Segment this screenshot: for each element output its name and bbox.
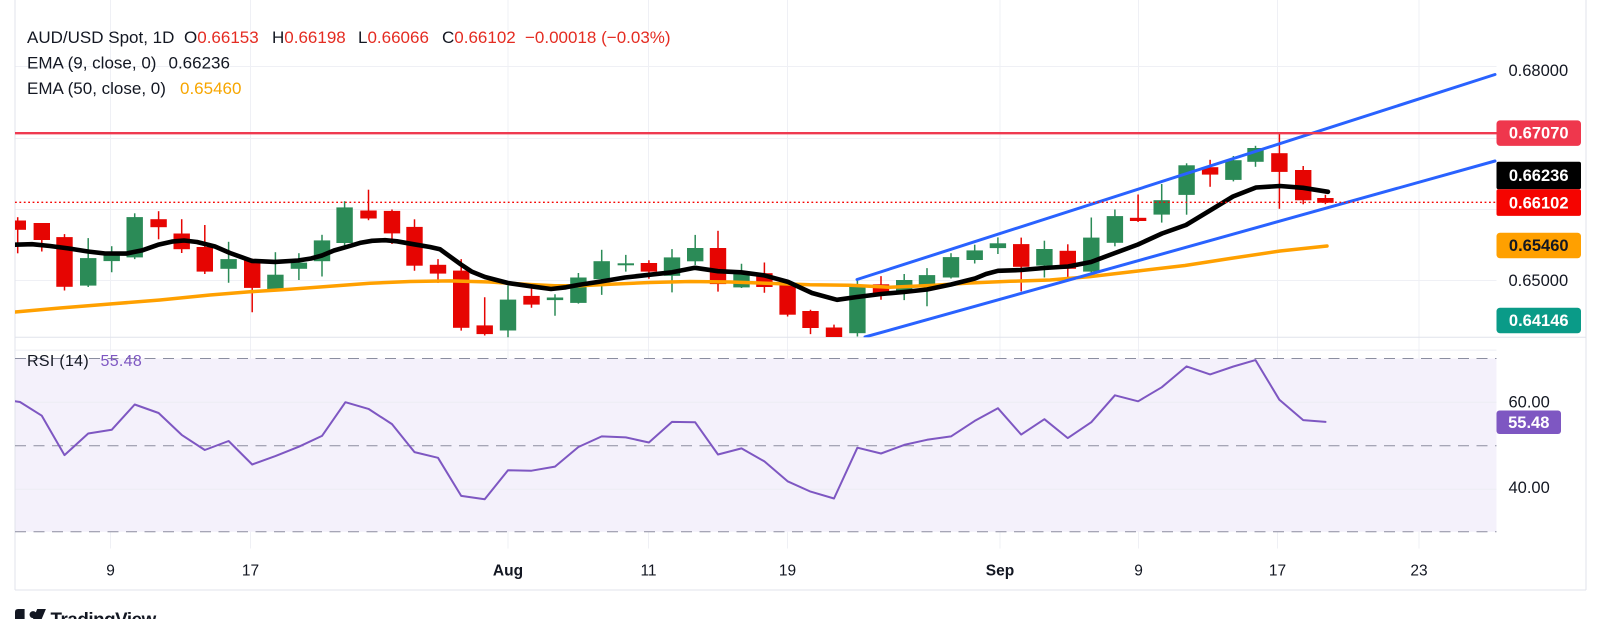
svg-text:19: 19 — [779, 563, 796, 580]
svg-text:11: 11 — [640, 563, 656, 580]
svg-text:9: 9 — [106, 563, 115, 580]
svg-text:0.65000: 0.65000 — [1509, 272, 1569, 290]
svg-text:55.48: 55.48 — [1508, 414, 1549, 432]
svg-text:17: 17 — [1269, 563, 1286, 580]
svg-text:17: 17 — [242, 563, 259, 580]
svg-text:EMA (9, close, 0)0.66236: EMA (9, close, 0) 0.66236 — [27, 54, 230, 73]
svg-text:0.66102: 0.66102 — [1509, 194, 1569, 212]
svg-text:0.64146: 0.64146 — [1509, 312, 1569, 330]
svg-text:Sep: Sep — [986, 563, 1014, 580]
svg-text:Aug: Aug — [493, 563, 523, 580]
svg-text:0.65460: 0.65460 — [1509, 237, 1569, 255]
svg-text:60.00: 60.00 — [1509, 393, 1550, 411]
svg-text:40.00: 40.00 — [1509, 479, 1550, 497]
svg-text:0.66236: 0.66236 — [1509, 167, 1569, 185]
svg-text:0.67070: 0.67070 — [1509, 125, 1569, 143]
svg-text:EMA (50, close, 0)0.65460: EMA (50, close, 0) 0.65460 — [27, 79, 241, 98]
svg-text:23: 23 — [1410, 563, 1427, 580]
svg-text:0.68000: 0.68000 — [1509, 62, 1569, 80]
svg-text:RSI (14)55.48: RSI (14) 55.48 — [27, 353, 142, 370]
svg-text:TradingView: TradingView — [51, 609, 157, 619]
svg-text:9: 9 — [1134, 563, 1143, 580]
